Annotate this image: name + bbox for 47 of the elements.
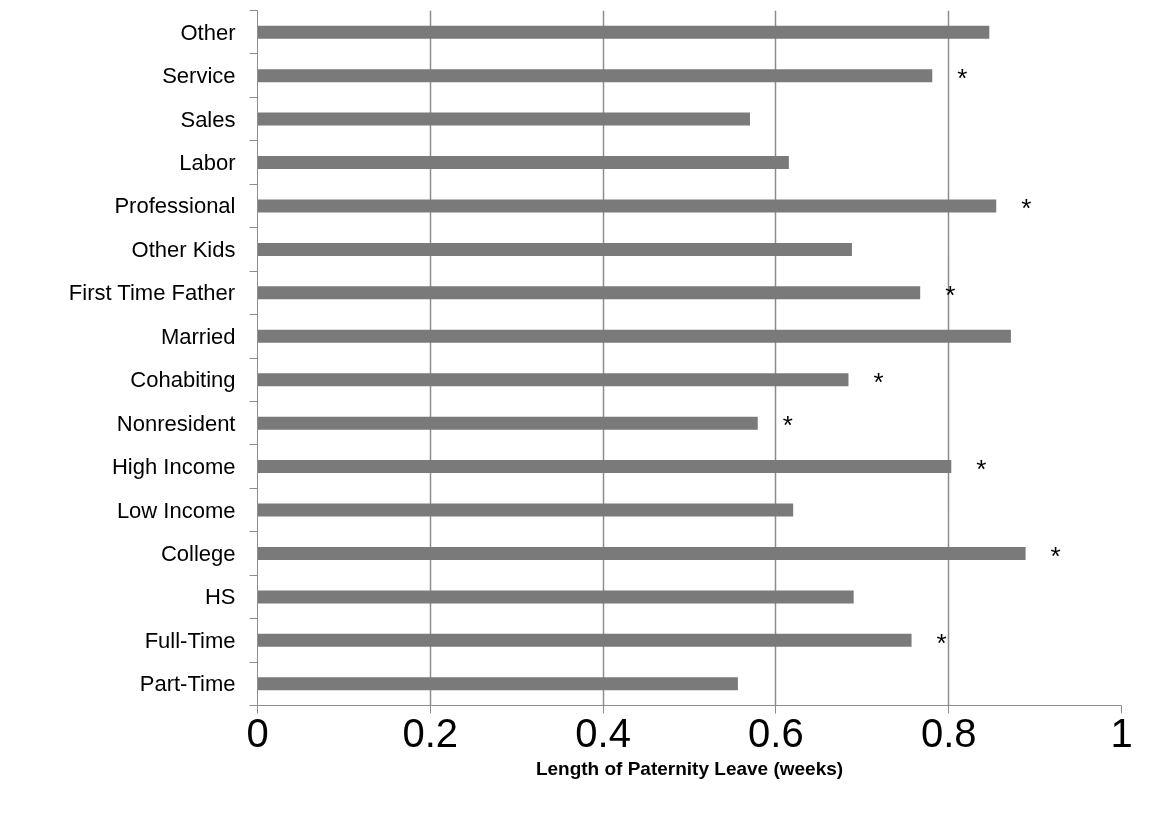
- x-axis-title: Length of Paternity Leave (weeks): [535, 757, 844, 779]
- bar: [257, 329, 1011, 343]
- y-tick-label: Other: [180, 19, 236, 45]
- y-tick-label: Service: [162, 63, 236, 89]
- y-tick-label: Full-Time: [144, 627, 236, 653]
- bar: [257, 460, 952, 474]
- y-tick-label: Sales: [180, 106, 236, 132]
- y-tick-label: Married: [160, 323, 236, 349]
- y-tick-label: HS: [204, 584, 236, 610]
- bar: [257, 286, 921, 300]
- y-tick-label: College: [160, 540, 236, 566]
- y-tick-label: High Income: [112, 454, 236, 480]
- annotation: *: [976, 453, 987, 484]
- annotation: *: [782, 410, 793, 441]
- bar: [257, 373, 849, 387]
- bar: [257, 416, 758, 430]
- bar: [257, 503, 794, 517]
- bar: [257, 633, 912, 647]
- y-tick-label: Cohabiting: [130, 367, 236, 393]
- y-tick-label: Low Income: [116, 497, 236, 523]
- y-tick-label: Part-Time: [139, 671, 236, 697]
- annotation: *: [873, 366, 884, 397]
- annotation: *: [1050, 540, 1061, 571]
- x-tick-label: 1: [1110, 710, 1133, 755]
- bar: [257, 590, 854, 604]
- bar: [257, 112, 750, 126]
- bar: [257, 156, 789, 170]
- y-tick-label: First Time Father: [68, 280, 236, 306]
- bar: [257, 242, 852, 256]
- annotation: *: [936, 627, 947, 658]
- annotation: *: [945, 280, 956, 311]
- bar: [257, 677, 738, 691]
- bar: [257, 69, 933, 83]
- bar: [257, 25, 990, 39]
- x-tick-label: 0.2: [402, 710, 459, 755]
- annotation: *: [957, 62, 968, 93]
- annotation: *: [1021, 193, 1032, 224]
- x-tick-label: 0.8: [920, 710, 977, 755]
- bar: [257, 199, 997, 213]
- x-tick-label: 0.6: [748, 710, 804, 755]
- y-tick-label: Labor: [179, 150, 236, 176]
- x-tick-label: 0.4: [575, 710, 631, 755]
- y-tick-label: Nonresident: [116, 410, 236, 436]
- bar: [257, 546, 1026, 560]
- x-tick-label: 0: [246, 710, 269, 755]
- y-tick-label: Other Kids: [131, 236, 236, 262]
- y-tick-label: Professional: [114, 193, 236, 219]
